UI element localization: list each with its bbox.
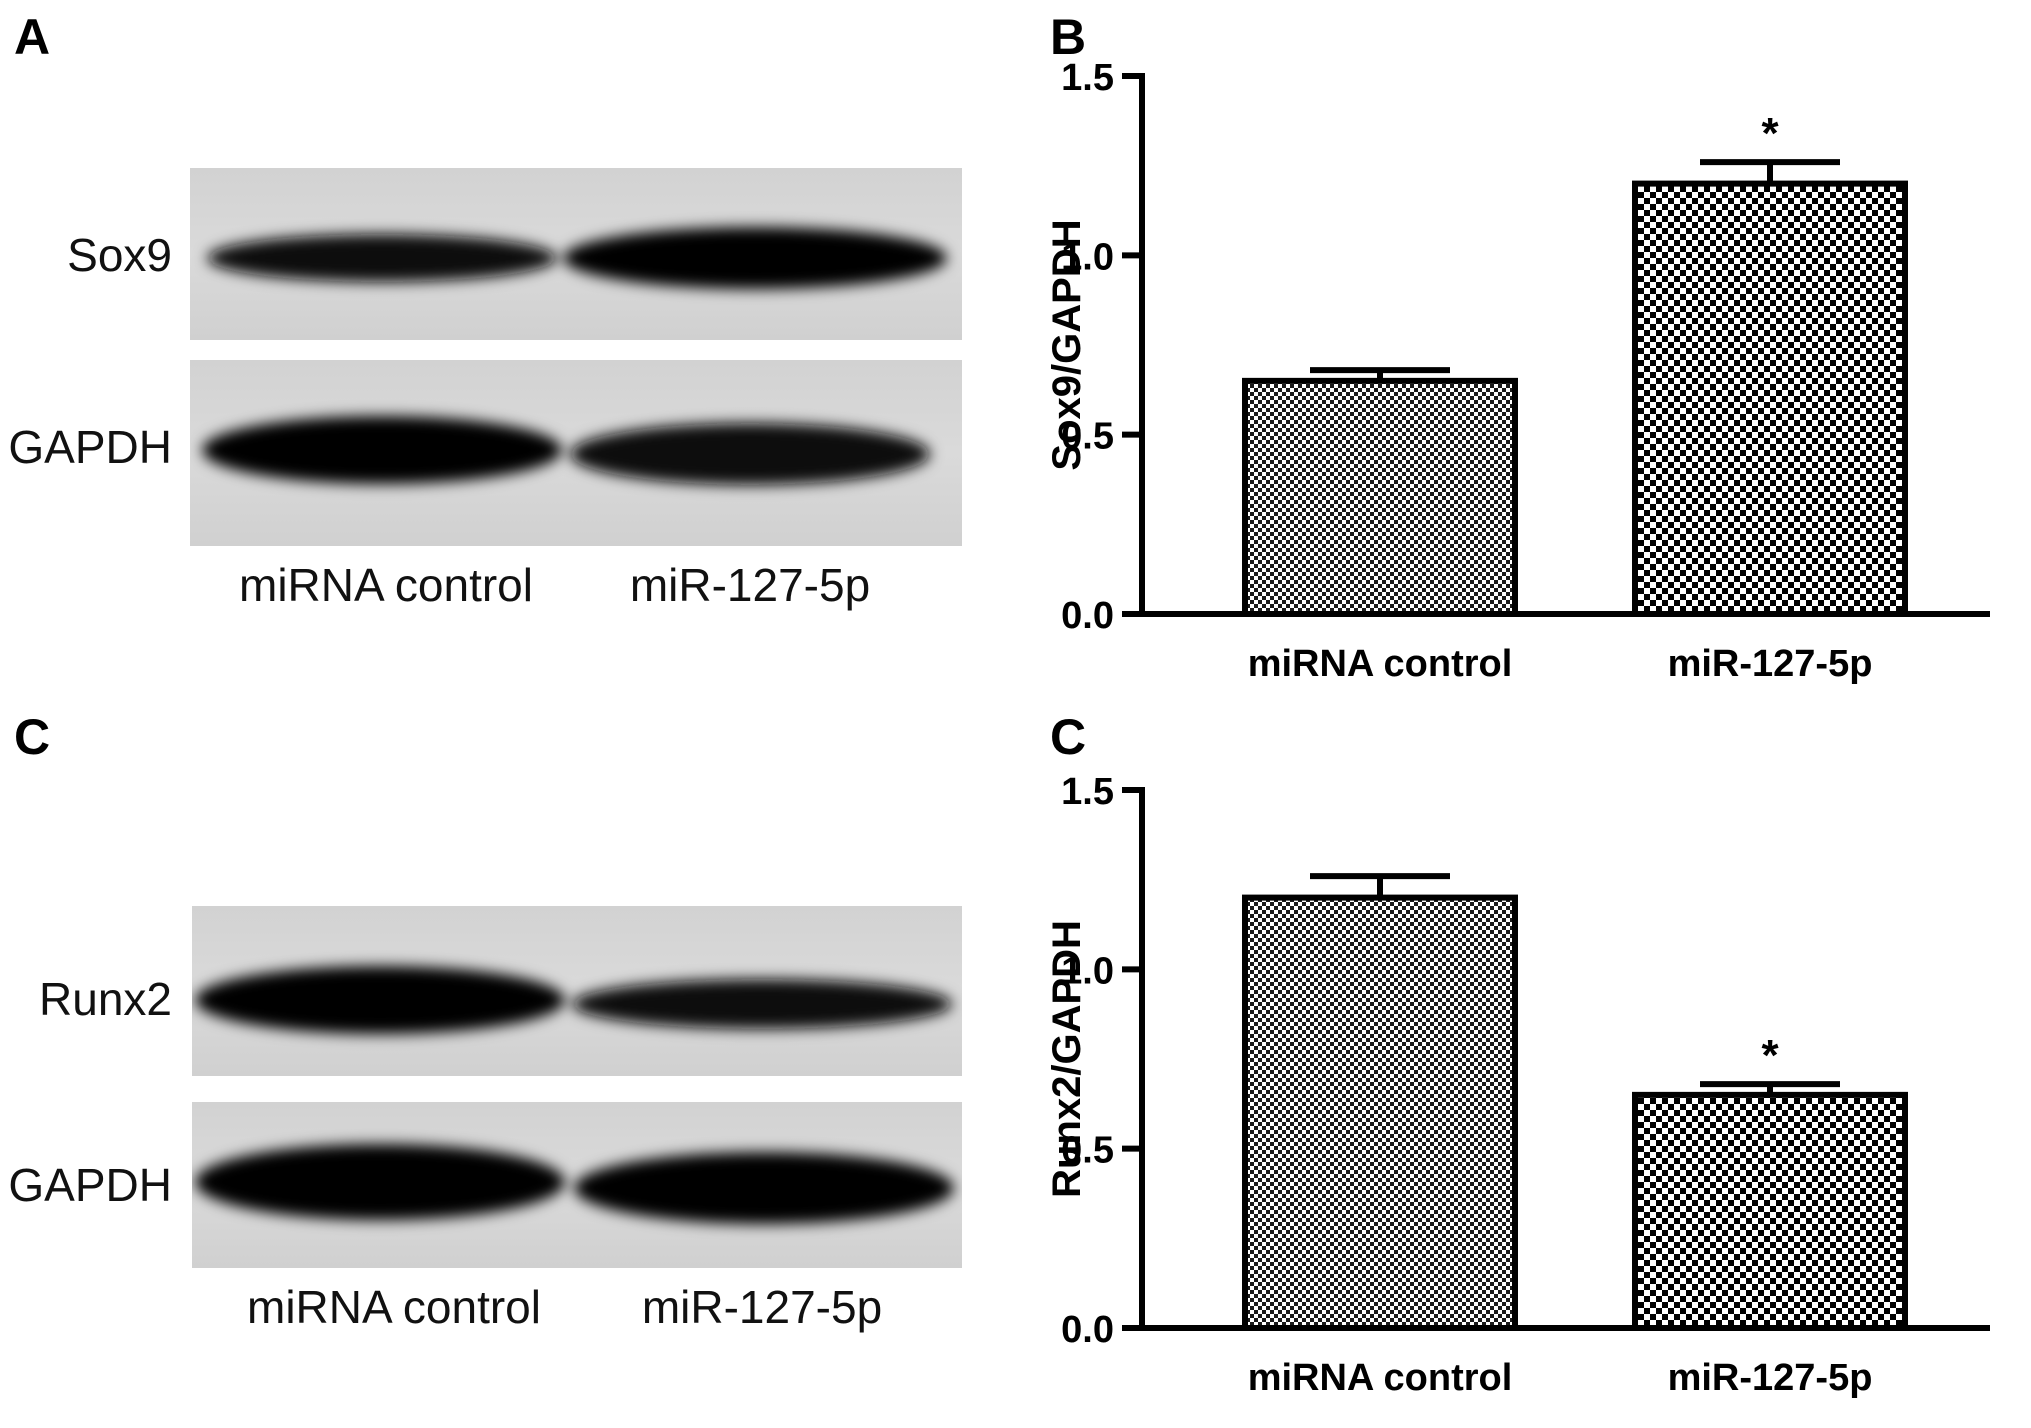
bar — [1242, 894, 1518, 1331]
bar-group: * — [1632, 1031, 1908, 1331]
y-tick-label: 0.5 — [1061, 1130, 1114, 1172]
bar — [1632, 180, 1908, 617]
band-gapdh-mir-bottom — [574, 1152, 954, 1224]
band-gapdh-control-bottom — [195, 1144, 565, 1220]
panel-label-a: A — [14, 9, 51, 65]
lane-label-mir-bottom: miR-127-5p — [641, 1281, 883, 1333]
x-tick-label: miRNA control — [1248, 643, 1513, 685]
panel-label-b: B — [1050, 9, 1087, 65]
lane-label-control-bottom: miRNA control — [247, 1281, 541, 1333]
bar-group: * — [1632, 109, 1908, 617]
band-runx2-mir — [572, 979, 952, 1029]
band-gapdh-control-top — [202, 416, 562, 484]
significance-marker: * — [1761, 1031, 1779, 1080]
band-gapdh-mir-top — [570, 423, 930, 485]
blot-row-label-gapdh-bottom: GAPDH — [8, 1159, 172, 1211]
significance-marker: * — [1761, 109, 1779, 158]
blot-row-label-sox9: Sox9 — [67, 229, 172, 281]
band-runx2-control — [195, 966, 565, 1034]
y-axis-label: Sox9/GAPDH — [1050, 219, 1089, 470]
lane-label-control-top: miRNA control — [239, 559, 533, 611]
panel-label-d: C — [1050, 709, 1087, 765]
panel-label-c: C — [14, 709, 51, 765]
y-tick-label: 0.5 — [1061, 416, 1114, 458]
blot-bottom-image — [192, 906, 962, 1268]
y-tick-label: 1.0 — [1061, 950, 1114, 992]
blot-top-image — [190, 168, 962, 546]
bar-group — [1242, 873, 1518, 1331]
y-tick-label: 1.5 — [1061, 57, 1114, 99]
y-tick-label: 1.0 — [1061, 236, 1114, 278]
y-tick-label: 0.0 — [1061, 1309, 1114, 1351]
band-sox9-mir — [563, 227, 947, 289]
y-tick-label: 0.0 — [1061, 595, 1114, 637]
blot-row-label-gapdh: GAPDH — [8, 421, 172, 473]
bar-chart-runx2: * 0.0 0.5 1.0 1.5 miRNA control miR-127-5p Runx… — [1050, 771, 1990, 1399]
bar — [1632, 1091, 1908, 1331]
x-tick-label: miR-127-5p — [1668, 643, 1873, 685]
y-tick-label: 1.5 — [1061, 771, 1114, 813]
bar-group — [1242, 367, 1518, 617]
band-sox9-control — [207, 234, 557, 282]
blot-row-label-runx2: Runx2 — [39, 973, 172, 1025]
bar-chart-sox9: * 0.0 0.5 1.0 1.5 miRNA control miR-127-5p Sox9… — [1050, 57, 1990, 685]
lane-label-mir-top: miR-127-5p — [629, 559, 871, 611]
x-tick-label: miRNA control — [1248, 1357, 1513, 1399]
bar — [1242, 377, 1518, 617]
y-axis-label: Runx2/GAPDH — [1050, 920, 1089, 1198]
x-tick-label: miR-127-5p — [1668, 1357, 1873, 1399]
